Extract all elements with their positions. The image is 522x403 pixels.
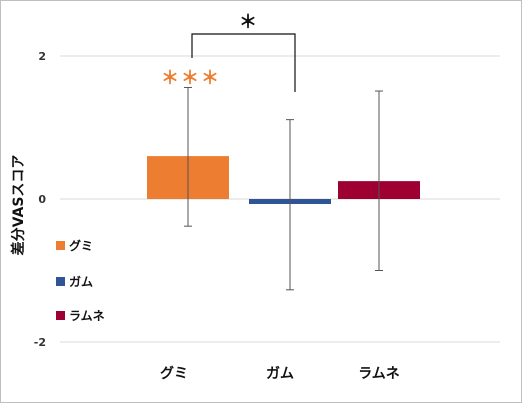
error-bars (184, 86, 383, 291)
legend-swatch-1 (56, 241, 65, 250)
y-tick-labels: -2 0 2 (34, 50, 47, 349)
legend-label: ガム (69, 274, 93, 289)
significance-bracket (191, 33, 296, 92)
significance-label: ＊ (239, 12, 257, 33)
y-axis-label: 差分VASスコア (10, 155, 27, 256)
x-category-label: ガム (266, 366, 294, 382)
y-tick-label: -2 (34, 336, 46, 349)
legend-swatch-2 (56, 277, 65, 286)
significance-annotations: ＊＊＊＊ (161, 12, 296, 92)
legend-label: グミ (69, 238, 93, 253)
legend-swatch-3 (56, 311, 65, 320)
x-category-label: ラムネ (358, 366, 400, 382)
y-tick-label: 2 (38, 50, 46, 63)
significance-label: ＊＊＊ (161, 68, 221, 89)
y-tick-label: 0 (38, 193, 46, 206)
x-category-label: グミ (160, 365, 188, 382)
x-category-labels: グミ ガム ラムネ (160, 365, 400, 382)
legend-label: ラムネ (69, 309, 105, 323)
